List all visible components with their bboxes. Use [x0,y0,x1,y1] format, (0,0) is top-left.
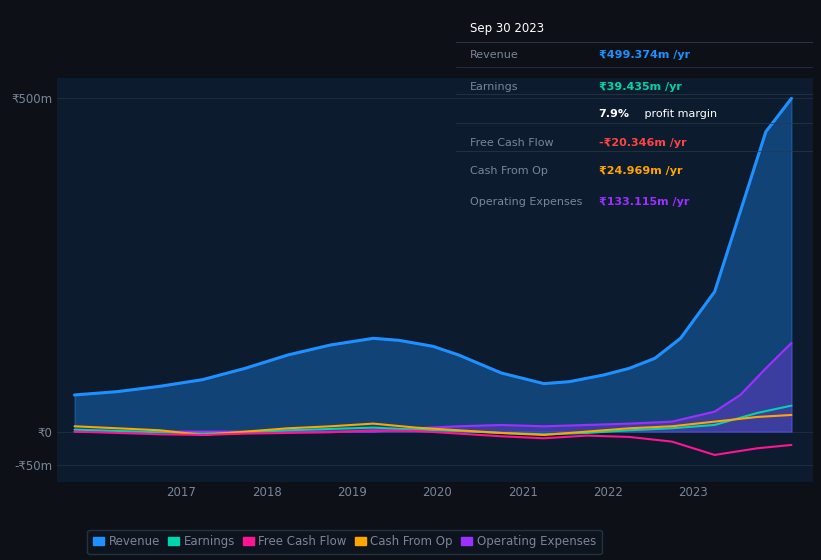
Text: Cash From Op: Cash From Op [470,166,548,176]
Text: Sep 30 2023: Sep 30 2023 [470,22,544,35]
Text: ₹133.115m /yr: ₹133.115m /yr [599,197,689,207]
Text: Earnings: Earnings [470,82,518,92]
Text: -₹20.346m /yr: -₹20.346m /yr [599,138,686,148]
Text: Free Cash Flow: Free Cash Flow [470,138,553,148]
Text: ₹499.374m /yr: ₹499.374m /yr [599,50,690,60]
Text: ₹24.969m /yr: ₹24.969m /yr [599,166,682,176]
Text: ₹39.435m /yr: ₹39.435m /yr [599,82,681,92]
Text: Revenue: Revenue [470,50,519,60]
Legend: Revenue, Earnings, Free Cash Flow, Cash From Op, Operating Expenses: Revenue, Earnings, Free Cash Flow, Cash … [87,530,602,554]
Text: 7.9%: 7.9% [599,109,630,119]
Text: profit margin: profit margin [641,109,718,119]
Text: Operating Expenses: Operating Expenses [470,197,582,207]
